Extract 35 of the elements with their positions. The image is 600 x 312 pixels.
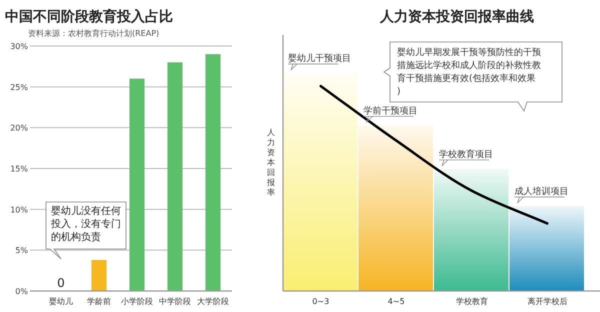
data-label: 0 xyxy=(57,276,65,290)
y-tick-label: 5% xyxy=(15,246,28,256)
y-tick-label: 15% xyxy=(10,164,28,174)
annotation: 成人培训项目 xyxy=(514,186,568,197)
chart-subtitle: 资料来源：农村教育行动计划(REAP) xyxy=(28,29,160,38)
x-tick-label: 学龄前 xyxy=(87,297,111,306)
annotation: 婴幼儿干预项目 xyxy=(288,53,351,64)
y-tick-label: 10% xyxy=(10,205,28,214)
x-tick-label: 学校教育 xyxy=(456,297,488,306)
bar xyxy=(92,260,106,291)
x-tick-label: 0~3 xyxy=(312,297,330,306)
chart-title: 中国不同阶段教育投入占比 xyxy=(5,8,173,25)
y-axis-title: 人力资本回报率 xyxy=(266,128,275,197)
bar xyxy=(434,168,508,291)
y-tick-label: 20% xyxy=(10,124,28,133)
x-tick-label: 小学阶段 xyxy=(121,297,153,306)
bar xyxy=(283,73,358,291)
y-tick-label: 30% xyxy=(10,42,28,51)
x-tick-label: 婴幼儿 xyxy=(49,297,73,306)
x-tick-label: 离开学校后 xyxy=(527,297,568,306)
x-tick-label: 大学阶段 xyxy=(197,297,229,306)
annotation: 婴幼儿早期发展干预等预防性的干预措施远比学校和成人阶段的补救性教育干预措施更有效(包括效率和效果) xyxy=(397,47,541,97)
x-tick-label: 4~5 xyxy=(388,297,405,306)
annotation: 学校教育项目 xyxy=(439,148,493,160)
chart-title: 人力资本投资回报率曲线 xyxy=(379,8,534,25)
y-tick-label: 25% xyxy=(10,82,28,92)
annotation: 婴幼儿没有任何投入，没有专门的机构负责 xyxy=(50,205,121,243)
bar xyxy=(168,62,182,291)
bar xyxy=(130,78,144,291)
y-tick-label: 0% xyxy=(15,287,28,296)
x-tick-label: 中学阶段 xyxy=(159,297,191,306)
bar xyxy=(510,206,584,291)
bar xyxy=(206,54,220,291)
annotation: 学前干预项目 xyxy=(364,105,418,116)
bar xyxy=(358,125,433,291)
